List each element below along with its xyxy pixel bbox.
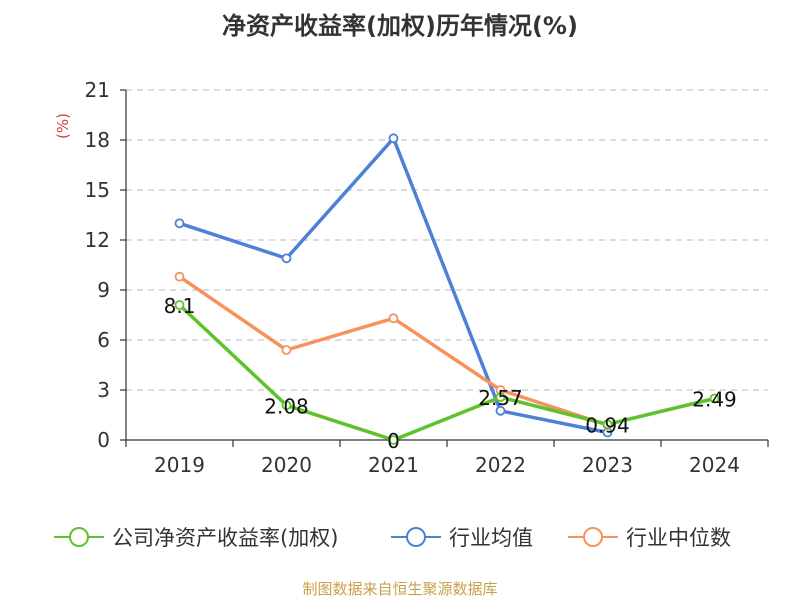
- grid-lines: [126, 89, 768, 391]
- data-point-1-2021: [388, 133, 399, 144]
- x-tick-label-2023: 2023: [582, 453, 633, 477]
- x-tick-label-2020: 2020: [261, 453, 312, 477]
- y-tick-label-6: 6: [97, 328, 110, 352]
- legend-label-1: 行业均值: [449, 526, 533, 550]
- chart-title: 净资产收益率(加权)历年情况(%): [222, 12, 578, 40]
- x-tick-label-2021: 2021: [368, 453, 419, 477]
- series-0: [174, 300, 720, 445]
- data-point-0-2022: [495, 392, 506, 403]
- y-tick-label-15: 15: [85, 178, 110, 202]
- data-point-0-2023: [602, 419, 613, 430]
- series-line-1: [177, 136, 610, 435]
- data-point-0-2020: [281, 400, 292, 411]
- data-label-2020: 2.08: [264, 394, 309, 418]
- y-tick-label-12: 12: [85, 228, 110, 252]
- legend-label-0: 公司净资产收益率(加权): [112, 526, 338, 550]
- y-tick-label-3: 3: [97, 378, 110, 402]
- data-label-2019: 8.1: [164, 294, 196, 318]
- x-tick-label-2022: 2022: [475, 453, 526, 477]
- y-tick-label-9: 9: [97, 278, 110, 302]
- legend-item-2[interactable]: 行业中位数: [568, 526, 731, 550]
- data-point-1-2019: [174, 218, 185, 229]
- y-tick-label-18: 18: [85, 128, 110, 152]
- series-lines: [174, 133, 720, 445]
- series-2: [174, 271, 613, 430]
- data-point-1-2022: [495, 405, 506, 416]
- legend-label-2: 行业中位数: [626, 526, 731, 550]
- x-tick-label-2024: 2024: [689, 453, 740, 477]
- legend-marker-icon-0: [69, 527, 89, 547]
- axes: 0 3 6 9 12 15 18 21 2019 2020 2021 2022 2023 2024: [85, 78, 769, 477]
- y-axis-label: (%): [54, 113, 72, 139]
- data-labels: 8.1 2.08 0 2.57 0.94 2.49: [164, 294, 737, 453]
- data-label-2023: 0.94: [585, 413, 630, 437]
- legend-marker-icon-2: [583, 527, 603, 547]
- data-point-2-2019: [174, 271, 185, 282]
- data-label-2021: 0: [387, 429, 400, 453]
- data-point-0-2019: [174, 300, 185, 310]
- legend-item-1[interactable]: 行业均值: [391, 526, 533, 550]
- source-note: 制图数据来自恒生聚源数据库: [302, 580, 497, 598]
- data-point-1-2020: [281, 253, 292, 264]
- data-point-0-2024: [709, 393, 720, 404]
- data-point-2-2021: [388, 313, 399, 324]
- legend-marker-icon-1: [406, 527, 426, 547]
- data-point-0-2021: [388, 435, 399, 445]
- series-1: [174, 133, 613, 438]
- data-point-2-2020: [281, 345, 292, 355]
- legend-item-0[interactable]: 公司净资产收益率(加权): [54, 526, 338, 550]
- data-label-2022: 2.57: [478, 386, 523, 410]
- x-tick-label-2019: 2019: [154, 453, 205, 477]
- data-label-2024: 2.49: [692, 388, 737, 412]
- series-line-2: [177, 274, 610, 427]
- legend[interactable]: 公司净资产收益率(加权) 行业均值 行业中位数: [54, 526, 731, 550]
- y-tick-label-0: 0: [97, 428, 110, 452]
- y-tick-label-21: 21: [85, 78, 110, 102]
- series-line-0: [177, 303, 717, 442]
